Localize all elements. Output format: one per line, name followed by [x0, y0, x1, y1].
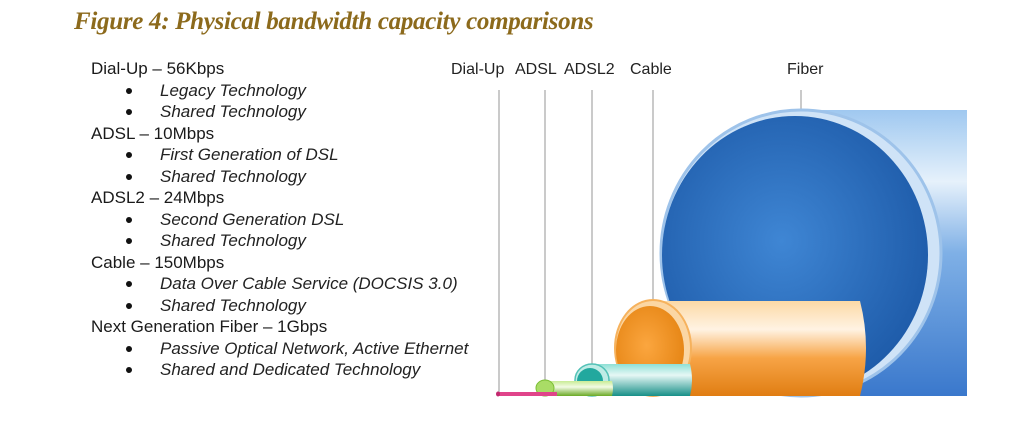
bullet-text: Passive Optical Network, Active Ethernet	[160, 338, 469, 358]
tech-fiber: Next Generation Fiber – 1Gbps Passive Op…	[91, 316, 511, 381]
bullet-text: Shared Technology	[160, 295, 306, 315]
bullet-text: First Generation of DSL	[160, 145, 339, 164]
bullet-icon	[126, 173, 132, 180]
tech-adsl2: ADSL2 – 24Mbps Second Generation DSL Sha…	[91, 187, 511, 252]
bullet-text: Shared Technology	[160, 231, 306, 250]
bullet-icon	[126, 367, 132, 373]
list-item: Shared Technology	[91, 101, 511, 123]
bullet-text: Shared Technology	[160, 166, 306, 186]
bullet-icon	[126, 302, 132, 309]
tech-heading: Next Generation Fiber – 1Gbps	[91, 317, 328, 336]
list-item: Legacy Technology	[91, 80, 511, 102]
bullet-icon	[126, 152, 132, 158]
list-item: Shared Technology	[91, 230, 511, 252]
column-label-adsl2: ADSL2	[564, 61, 615, 78]
bullet-text: Second Generation DSL	[160, 209, 345, 229]
column-label-cable: Cable	[630, 61, 672, 78]
technology-list: Dial-Up – 56Kbps Legacy Technology Share…	[91, 58, 511, 381]
tech-dialup: Dial-Up – 56Kbps Legacy Technology Share…	[91, 58, 511, 123]
bullet-text: Data Over Cable Service (DOCSIS 3.0)	[160, 274, 458, 293]
tech-heading: Cable – 150Mbps	[91, 252, 225, 272]
tech-heading: ADSL – 10Mbps	[91, 123, 215, 143]
bullet-text: Shared and Dedicated Technology	[160, 360, 421, 379]
dialup-pipe	[496, 391, 557, 397]
bullet-text: Shared Technology	[160, 102, 306, 121]
list-item: Passive Optical Network, Active Ethernet	[91, 338, 511, 360]
tech-heading: ADSL2 – 24Mbps	[91, 188, 225, 207]
column-label-adsl: ADSL	[515, 61, 557, 78]
list-item: Second Generation DSL	[91, 209, 511, 231]
bullet-icon	[126, 281, 132, 287]
tech-adsl: ADSL – 10Mbps First Generation of DSL Sh…	[91, 123, 511, 188]
column-label-fiber: Fiber	[787, 61, 824, 78]
bullet-icon	[126, 238, 132, 244]
list-item: First Generation of DSL	[91, 144, 511, 166]
bullet-icon	[126, 87, 132, 94]
tech-cable: Cable – 150Mbps Data Over Cable Service …	[91, 252, 511, 317]
list-item: Data Over Cable Service (DOCSIS 3.0)	[91, 273, 511, 295]
bullet-text: Legacy Technology	[160, 80, 306, 100]
bullet-icon	[126, 345, 132, 352]
list-item: Shared Technology	[91, 166, 511, 188]
list-item: Shared and Dedicated Technology	[91, 359, 511, 381]
bullet-icon	[126, 109, 132, 115]
bullet-icon	[126, 216, 132, 223]
column-label-dialup: Dial-Up	[451, 61, 504, 78]
tech-heading: Dial-Up – 56Kbps	[91, 59, 225, 78]
figure-title: Figure 4: Physical bandwidth capacity co…	[74, 8, 594, 35]
list-item: Shared Technology	[91, 295, 511, 317]
